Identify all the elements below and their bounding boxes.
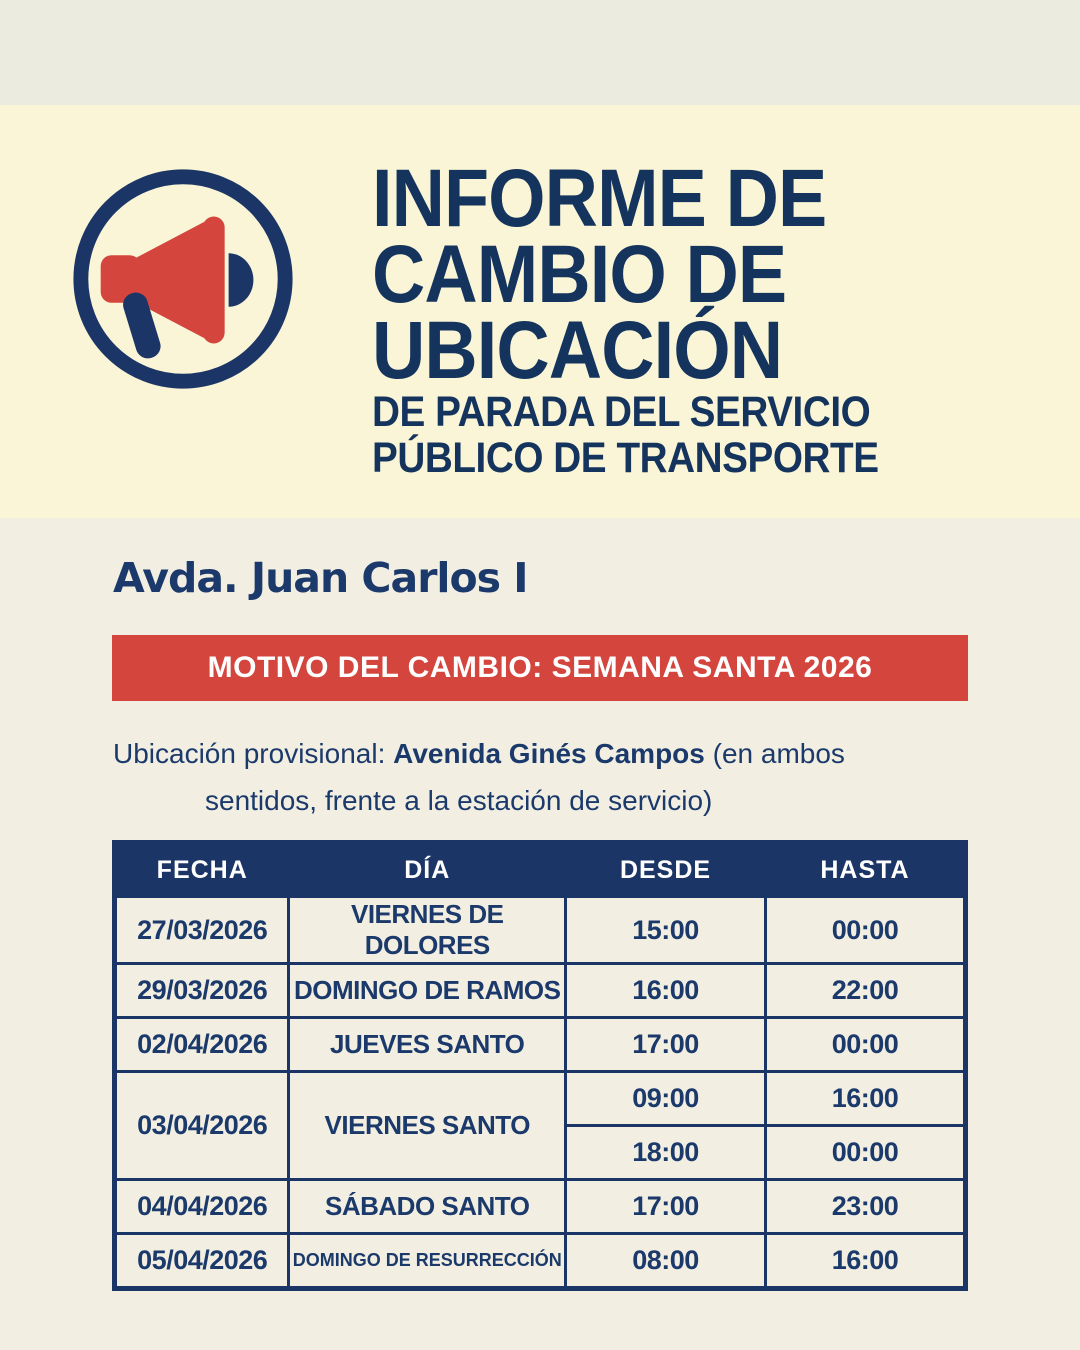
desde-cell: 15:00 [564, 895, 767, 965]
megaphone-handle [123, 292, 161, 359]
top-margin-band [0, 0, 1080, 105]
reason-banner: MOTIVO DEL CAMBIO: SEMANA SANTA 2026 [112, 635, 968, 701]
date-cell: 02/04/2026 [112, 1016, 291, 1073]
col-header-fecha: FECHA [112, 841, 291, 898]
table-row: 05/04/2026 DOMINGO DE RESURRECCIÓN 08:00 16… [112, 1232, 967, 1290]
title-line-3: UBICACIÓN [372, 305, 783, 396]
title-line-2: CAMBIO DE [372, 229, 787, 320]
col-header-desde: DESDE [564, 841, 767, 898]
col-header-hasta: HASTA [764, 841, 967, 898]
header-row: FECHA DÍA DESDE HASTA [112, 841, 967, 898]
hero-banner: INFORME DE CAMBIO DE UBICACIÓN DE PARADA… [0, 105, 1080, 518]
col-header-dia: DÍA [287, 841, 568, 898]
day-cell: VIERNES SANTO [287, 1070, 568, 1181]
hasta-cell: 00:00 [764, 1124, 967, 1181]
poster-subtitle: DE PARADA DEL SERVICIO PÚBLICO DE TRANSP… [372, 389, 879, 481]
date-cell: 27/03/2026 [112, 895, 291, 965]
provisional-detail-2: sentidos, frente a la estación de servic… [205, 785, 713, 816]
day-cell: SÁBADO SANTO [287, 1178, 568, 1235]
title-line-1: INFORME DE [372, 153, 827, 244]
date-cell: 04/04/2026 [112, 1178, 291, 1235]
megaphone-rim [202, 216, 225, 344]
table-row: 03/04/2026 VIERNES SANTO 09:00 16:00 [112, 1070, 967, 1181]
hasta-cell: 00:00 [764, 895, 967, 965]
provisional-detail-1: (en ambos [704, 738, 845, 769]
street-heading: Avda. Juan Carlos I [113, 554, 529, 602]
table-row: 18:00 00:00 [115, 1124, 967, 1181]
subtitle-line-1: DE PARADA DEL SERVICIO [372, 388, 871, 436]
provisional-label: Ubicación provisional: [113, 738, 394, 769]
date-cell: 03/04/2026 [112, 1070, 291, 1181]
desde-cell: 08:00 [564, 1232, 767, 1290]
subtitle-line-2: PÚBLICO DE TRANSPORTE [372, 434, 879, 482]
hasta-cell: 16:00 [764, 1070, 967, 1127]
schedule-table-body: 27/03/2026 VIERNES DE DOLORES 15:00 00:00 29… [112, 895, 967, 1290]
hasta-cell: 23:00 [764, 1178, 967, 1235]
schedule-table-header: FECHA DÍA DESDE HASTA [112, 841, 967, 898]
badge-ring [73, 169, 293, 389]
date-cell: 29/03/2026 [112, 962, 291, 1019]
hasta-cell: 22:00 [764, 962, 967, 1019]
hero-titles: INFORME DE CAMBIO DE UBICACIÓN DE PARADA… [372, 153, 879, 482]
desde-cell: 17:00 [564, 1178, 767, 1235]
poster-title: INFORME DE CAMBIO DE UBICACIÓN [372, 153, 879, 396]
desde-cell: 17:00 [564, 1016, 767, 1073]
day-cell: DOMINGO DE RAMOS [287, 962, 568, 1019]
hasta-cell: 16:00 [764, 1232, 967, 1290]
hasta-cell: 00:00 [764, 1016, 967, 1073]
megaphone-back [100, 255, 141, 303]
table-row: 04/04/2026 SÁBADO SANTO 17:00 23:00 [112, 1178, 967, 1235]
table-row: 02/04/2026 JUEVES SANTO 17:00 00:00 [112, 1016, 967, 1073]
day-cell: VIERNES DE DOLORES [287, 895, 568, 965]
date-cell: 05/04/2026 [112, 1232, 291, 1290]
schedule-table: FECHA DÍA DESDE HASTA 27/03/2026 VIERNES … [112, 840, 968, 1291]
megaphone-badge [64, 161, 302, 399]
desde-cell: 18:00 [564, 1124, 767, 1181]
megaphone-horn [133, 219, 215, 341]
desde-cell: 09:00 [564, 1070, 767, 1127]
desde-cell: 16:00 [564, 962, 767, 1019]
table-row: 27/03/2026 VIERNES DE DOLORES 15:00 00:00 [112, 895, 967, 965]
notice-body: Avda. Juan Carlos I MOTIVO DEL CAMBIO: S… [0, 518, 1080, 1350]
sound-wave [228, 253, 254, 307]
provisional-street: Avenida Ginés Campos [393, 738, 705, 769]
day-cell: JUEVES SANTO [287, 1016, 568, 1073]
megaphone-icon [73, 169, 293, 389]
table-row: 29/03/2026 DOMINGO DE RAMOS 16:00 22:00 [112, 962, 967, 1019]
day-cell: DOMINGO DE RESURRECCIÓN [287, 1232, 568, 1290]
provisional-location-text: Ubicación provisional: Avenida Ginés Cam… [113, 730, 845, 824]
